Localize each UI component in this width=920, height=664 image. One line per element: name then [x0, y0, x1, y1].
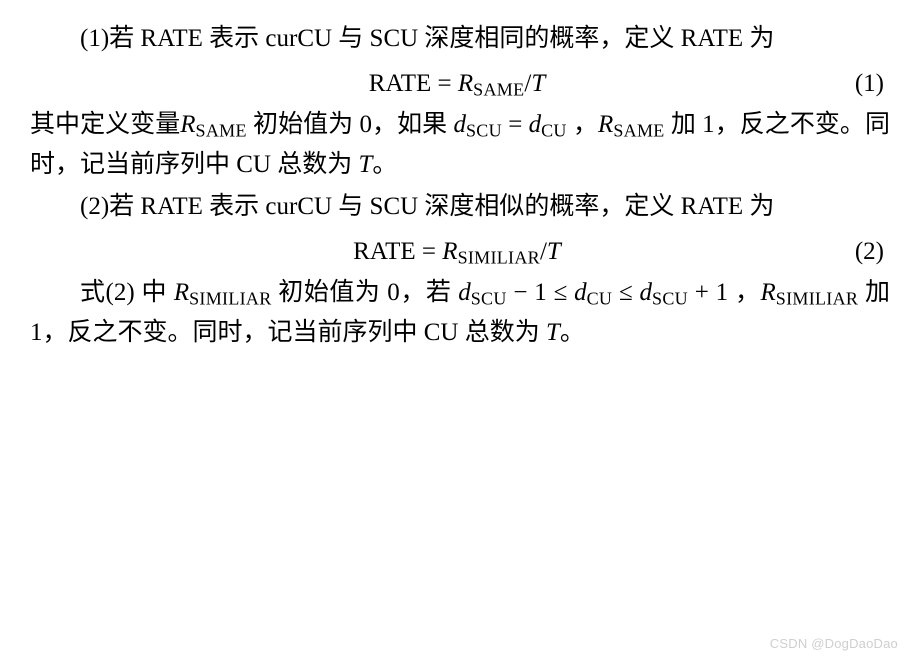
eq1-lhs: RATE [369, 70, 432, 97]
p4-d1sub: SCU [471, 289, 507, 309]
equation-2-row: RATE = RSIMILIAR/T (2) [30, 233, 890, 272]
p2-comma: ， [567, 111, 598, 138]
p3-text: (2)若 RATE 表示 curCU 与 SCU 深度相似的概率，定义 RATE… [80, 193, 774, 220]
p4-R2sub: SIMILIAR [776, 289, 858, 309]
p4-d1var: d [458, 279, 471, 306]
p4-d3var: d [640, 279, 653, 306]
eq2-number: (2) [561, 233, 890, 272]
eq1-number: (1) [545, 65, 890, 104]
paragraph-4: 式(2) 中 RSIMILIAR 初始值为 0，若 dSCU − 1 ≤ dCU… [30, 274, 890, 352]
eq2-slash: / [540, 238, 547, 265]
p2-Rvar: R [180, 111, 195, 138]
p4-Rvar: R [174, 279, 189, 306]
p2-Tvar: T [358, 151, 372, 178]
p1-text: (1)若 RATE 表示 curCU 与 SCU 深度相同的概率，定义 RATE… [80, 25, 774, 52]
p4-Tvar: T [546, 319, 560, 346]
p4-a: 式(2) 中 [80, 279, 174, 306]
eq2-eqsign: = [416, 238, 443, 265]
paragraph-2: 其中定义变量RSAME 初始值为 0，如果 dSCU = dCU ，RSAME … [30, 106, 890, 184]
p2-Rvar2: R [598, 111, 613, 138]
p4-plus1: + 1 ， [688, 279, 761, 306]
eq1-eqsign: = [431, 70, 458, 97]
p4-d2var: d [574, 279, 587, 306]
p2-end: 。 [372, 151, 397, 178]
p4-R2var: R [761, 279, 776, 306]
p2-eqsign: = [502, 111, 529, 138]
equation-1: RATE = RSAME/T [369, 65, 545, 104]
equation-1-row: RATE = RSAME/T (1) [30, 65, 890, 104]
eq2-lhs: RATE [353, 238, 416, 265]
eq2-tvar: T [547, 238, 561, 265]
p2-d1var: d [453, 111, 466, 138]
p4-minus1: − 1 ≤ [507, 279, 575, 306]
paragraph-1: (1)若 RATE 表示 curCU 与 SCU 深度相同的概率，定义 RATE… [30, 20, 890, 59]
p4-d3sub: SCU [652, 289, 688, 309]
p2-d1sub: SCU [466, 121, 502, 141]
p4-leq: ≤ [612, 279, 639, 306]
p4-b: 初始值为 0，若 [272, 279, 459, 306]
eq2-rsub: SIMILIAR [458, 248, 540, 268]
p2-Rsub2: SAME [613, 121, 664, 141]
p2-b: 初始值为 0，如果 [247, 111, 454, 138]
paragraph-3: (2)若 RATE 表示 curCU 与 SCU 深度相似的概率，定义 RATE… [30, 188, 890, 227]
eq2-rvar: R [442, 238, 457, 265]
eq1-rvar: R [458, 70, 473, 97]
p4-d2sub: CU [587, 289, 613, 309]
eq1-tvar: T [531, 70, 545, 97]
p4-end: 。 [560, 319, 585, 346]
equation-2: RATE = RSIMILIAR/T [353, 233, 561, 272]
eq1-rsub: SAME [473, 79, 524, 99]
p2-d2sub: CU [541, 121, 567, 141]
watermark: CSDN @DogDaoDao [770, 634, 898, 654]
p2-d2var: d [529, 111, 542, 138]
p4-Rsub: SIMILIAR [189, 289, 271, 309]
p2-a: 其中定义变量 [30, 111, 180, 138]
p2-Rsub: SAME [196, 121, 247, 141]
